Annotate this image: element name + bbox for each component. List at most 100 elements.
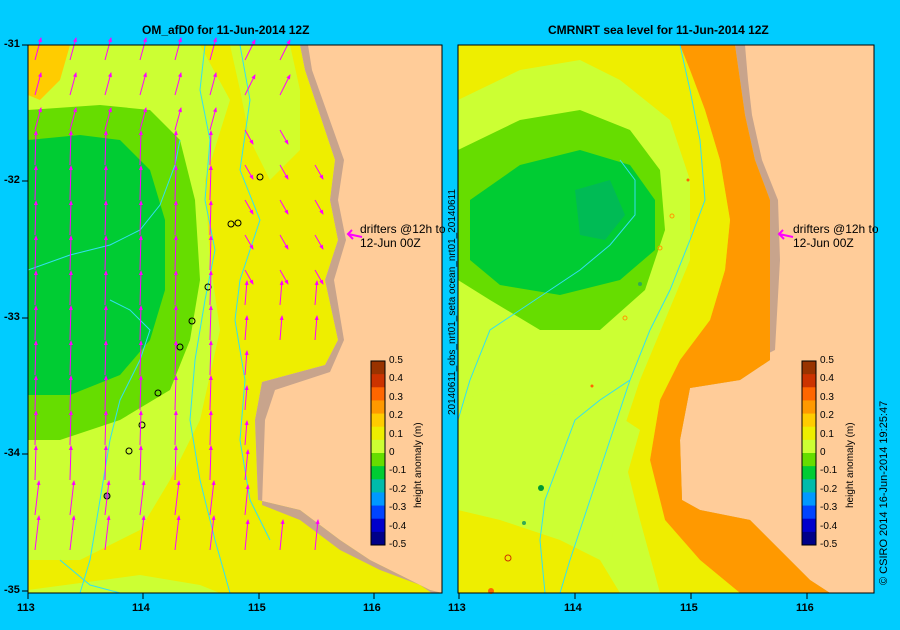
- current-arrow: [103, 235, 108, 271]
- y-tick-label: -33: [4, 311, 20, 323]
- current-arrow: [208, 305, 213, 341]
- drifter-marker: [638, 282, 642, 286]
- current-arrow: [103, 445, 108, 481]
- current-arrow: [314, 164, 324, 180]
- x-tick-label: 113: [448, 602, 466, 614]
- current-arrow: [103, 200, 108, 236]
- current-arrow: [34, 72, 42, 96]
- colorbar-tick-label: -0.5: [820, 539, 838, 550]
- colorbar-tick-label: 0.3: [389, 391, 403, 403]
- current-arrow: [244, 385, 249, 411]
- current-arrow: [33, 165, 38, 201]
- x-tick-label: 116: [796, 602, 814, 614]
- colorbar-swatch: [371, 387, 385, 401]
- current-arrow: [68, 410, 73, 446]
- colorbar-tick-label: -0.2: [820, 483, 838, 495]
- current-arrow: [279, 280, 284, 306]
- current-arrow: [104, 72, 112, 96]
- current-arrow: [208, 445, 213, 481]
- colorbar-tick-label: 0.2: [820, 410, 834, 422]
- current-arrow: [69, 107, 77, 131]
- colorbar-tick-label: -0.3: [389, 502, 407, 514]
- current-arrow: [69, 72, 77, 96]
- current-arrow: [138, 165, 143, 201]
- colorbar-tick-label: -0.1: [820, 465, 838, 477]
- current-arrow: [208, 165, 213, 201]
- current-arrow: [174, 72, 182, 96]
- current-arrow: [138, 130, 143, 166]
- current-arrow: [103, 375, 108, 411]
- current-arrow: [34, 37, 42, 61]
- colorbar-right-label: height anomaly (m): [845, 422, 856, 508]
- drifter-legend-arrow-left: [346, 229, 363, 240]
- x-tick-label: 115: [248, 602, 266, 614]
- drifter-marker: [227, 220, 235, 228]
- current-arrow: [279, 129, 289, 145]
- current-arrow: [68, 305, 73, 341]
- current-arrow: [68, 165, 73, 201]
- left-map-title: OM_afD0 for 11-Jun-2014 12Z: [142, 23, 310, 37]
- colorbar-swatch: [802, 426, 816, 441]
- current-arrow: [244, 484, 250, 516]
- colorbar-swatch: [802, 387, 816, 401]
- colorbar-swatch: [371, 413, 385, 428]
- current-arrow: [173, 235, 178, 271]
- current-arrow: [138, 305, 143, 341]
- colorbar-swatch: [802, 453, 816, 467]
- current-arrow: [104, 515, 111, 551]
- current-arrow: [34, 107, 42, 131]
- drifter-marker: [590, 384, 594, 388]
- right-map-frame: [457, 44, 875, 594]
- colorbar-swatch: [371, 518, 385, 533]
- current-arrow: [174, 37, 182, 61]
- colorbar-swatch: [371, 439, 385, 454]
- current-arrow: [68, 445, 73, 481]
- colorbar-swatch: [802, 479, 816, 493]
- current-arrow: [244, 39, 256, 61]
- current-arrow: [103, 165, 108, 201]
- current-arrow: [103, 305, 108, 341]
- current-arrow: [173, 340, 178, 376]
- current-arrow: [173, 270, 178, 306]
- current-arrow: [279, 234, 289, 250]
- current-arrow: [209, 480, 216, 516]
- current-arrow: [138, 200, 143, 236]
- x-tick-label: 115: [680, 602, 698, 614]
- colorbar-right: [801, 360, 817, 546]
- colorbar-tick-label: 0.1: [389, 428, 403, 440]
- colorbar-swatch: [371, 505, 385, 520]
- current-arrow: [103, 270, 108, 306]
- colorbar-tick-label: -0.1: [389, 465, 407, 477]
- current-arrow: [244, 315, 249, 341]
- current-arrow: [209, 515, 216, 551]
- drifter-marker: [686, 178, 690, 182]
- colorbar-swatch: [802, 374, 816, 388]
- right-map-title: CMRNRT sea level for 11-Jun-2014 12Z: [548, 23, 769, 37]
- drifter-marker: [669, 213, 675, 219]
- drifter-marker: [138, 421, 146, 429]
- current-arrow: [68, 340, 73, 376]
- current-arrow: [279, 269, 289, 285]
- current-arrow: [33, 130, 38, 166]
- current-arrow: [138, 410, 143, 446]
- current-arrow: [279, 199, 289, 215]
- current-arrow: [209, 37, 217, 61]
- colorbar-tick-label: 0.2: [389, 410, 403, 422]
- current-arrow: [104, 107, 112, 131]
- colorbar-swatch: [802, 505, 816, 520]
- drifter-marker: [522, 521, 526, 525]
- colorbar-tick-label: -0.3: [820, 502, 838, 514]
- current-arrow: [244, 269, 254, 285]
- colorbar-swatch: [802, 492, 816, 507]
- y-tick-label: -34: [4, 447, 20, 459]
- dataset-side-label: 20140611_obs_nrt01_seta ocean_nrt01_2014…: [447, 189, 458, 415]
- current-arrow: [244, 519, 250, 551]
- colorbar-tick-label: 0: [389, 447, 395, 458]
- colorbar-tick-label: 0.4: [820, 373, 834, 385]
- drifter-note-left: drifters @12h to 12-Jun 00Z: [360, 222, 446, 250]
- current-arrow: [314, 269, 324, 285]
- current-arrow: [69, 480, 76, 516]
- current-arrow: [33, 235, 38, 271]
- colorbar-swatch: [371, 453, 385, 467]
